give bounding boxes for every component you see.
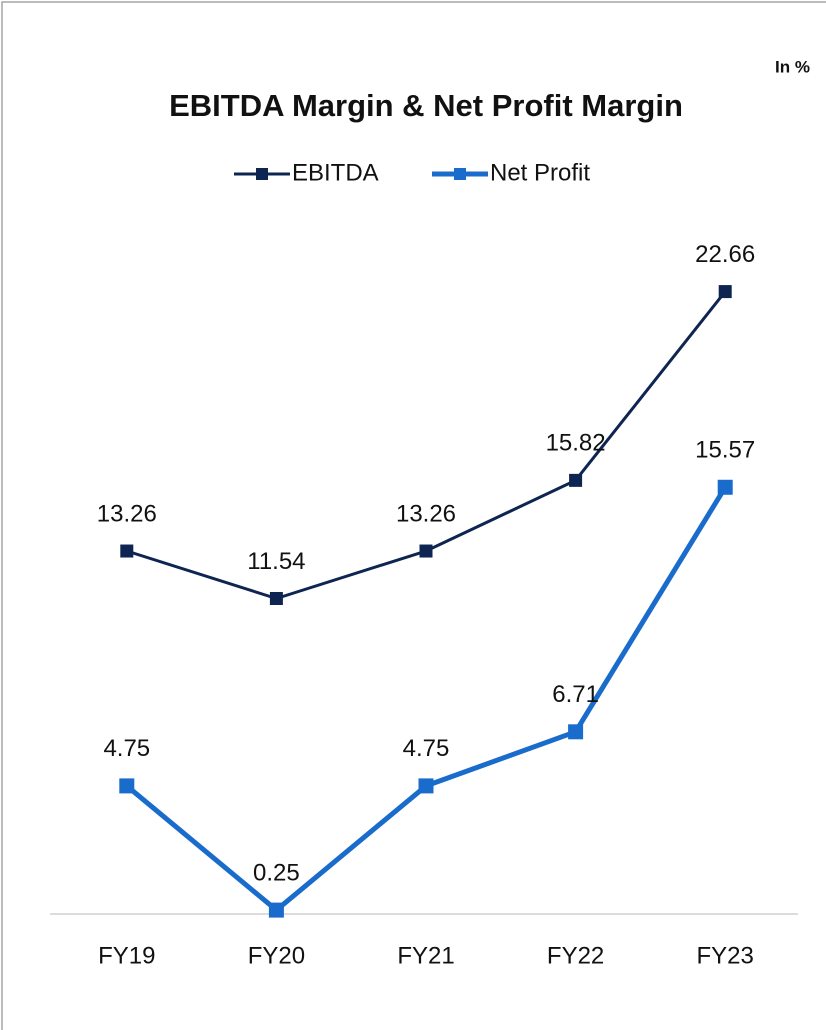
legend-label: Net Profit xyxy=(490,159,590,186)
data-label: 4.75 xyxy=(403,735,450,762)
point-marker xyxy=(418,778,434,794)
data-label: 0.25 xyxy=(253,859,300,886)
data-label: 4.75 xyxy=(103,735,150,762)
x-tick-label: FY23 xyxy=(697,942,754,969)
point-marker xyxy=(268,902,284,918)
chart-title: EBITDA Margin & Net Profit Margin xyxy=(169,88,683,123)
point-marker xyxy=(569,473,583,487)
data-label: 11.54 xyxy=(247,548,305,575)
data-label: 15.82 xyxy=(546,430,606,457)
data-label: 13.26 xyxy=(396,500,456,527)
data-label: 15.57 xyxy=(695,437,755,464)
legend-marker xyxy=(454,168,466,180)
x-tick-label: FY19 xyxy=(98,942,155,969)
data-label: 13.26 xyxy=(97,500,157,527)
legend-label: EBITDA xyxy=(292,159,379,186)
point-marker xyxy=(717,479,733,495)
point-marker xyxy=(419,544,433,558)
x-tick-label: FY21 xyxy=(397,942,454,969)
legend-marker xyxy=(256,168,268,180)
point-marker xyxy=(568,724,584,740)
point-marker xyxy=(718,285,732,299)
point-marker xyxy=(120,544,134,558)
unit-note: In % xyxy=(775,57,810,76)
point-marker xyxy=(269,591,283,605)
x-tick-label: FY22 xyxy=(547,942,604,969)
point-marker xyxy=(119,778,135,794)
x-tick-label: FY20 xyxy=(248,942,305,969)
data-label: 6.71 xyxy=(552,681,599,708)
data-label: 22.66 xyxy=(695,241,755,268)
